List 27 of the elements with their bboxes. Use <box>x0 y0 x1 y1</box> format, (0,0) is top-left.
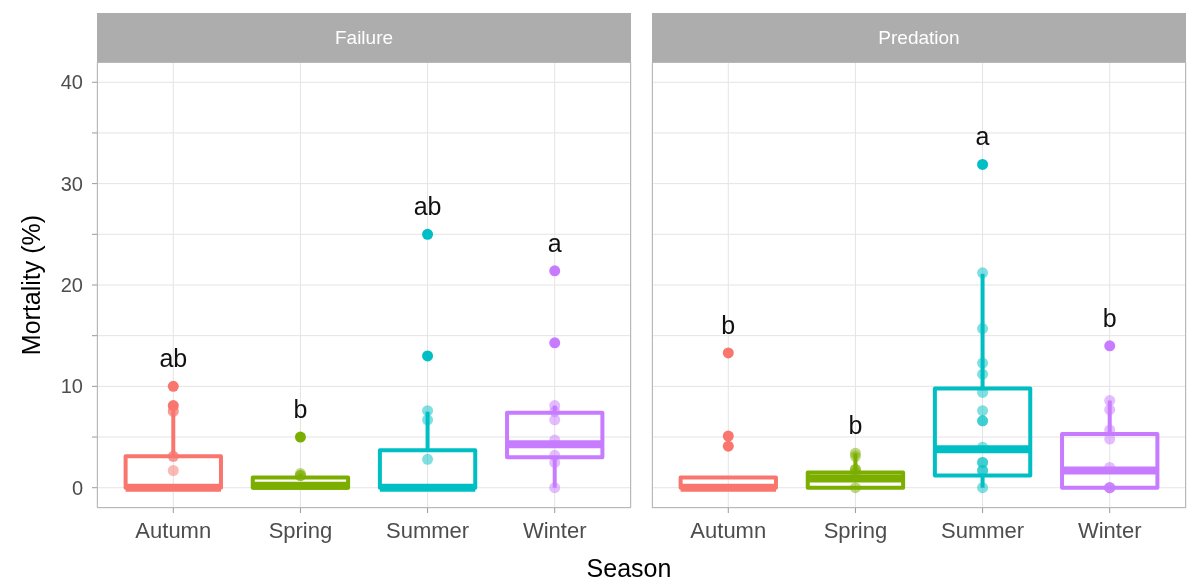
annotation: ab <box>413 192 442 221</box>
facet-strip: Predation <box>652 13 1186 62</box>
y-tick-label: 20 <box>60 274 83 297</box>
annotation: b <box>1102 303 1117 332</box>
chart-title: Failure <box>334 26 394 49</box>
chart-title: Predation <box>878 26 960 49</box>
annotation: a <box>975 122 990 151</box>
x-tick-label: Summer <box>941 517 1025 543</box>
x-tick-label: Spring <box>268 517 333 543</box>
x-tick-label: Spring <box>823 517 888 543</box>
annotation: b <box>848 411 863 440</box>
annotation: b <box>293 395 308 424</box>
y-tick-label: 30 <box>60 172 83 195</box>
x-tick-label: Autumn <box>690 517 767 543</box>
y-tick-label: 10 <box>60 375 83 398</box>
x-axis-title: Season <box>586 553 672 583</box>
y-tick-label: 0 <box>71 476 83 499</box>
annotation: b <box>721 310 736 339</box>
y-tick-label: 40 <box>60 71 83 94</box>
x-tick-label: Winter <box>1077 517 1142 543</box>
x-tick-label: Summer <box>386 517 470 543</box>
annotation: a <box>547 228 562 257</box>
annotation: ab <box>159 344 188 373</box>
x-tick-label: Winter <box>522 517 587 543</box>
x-tick-label: Autumn <box>135 517 212 543</box>
facet-strip: Failure <box>97 13 631 62</box>
y-axis-title: Mortality (%) <box>16 214 46 356</box>
